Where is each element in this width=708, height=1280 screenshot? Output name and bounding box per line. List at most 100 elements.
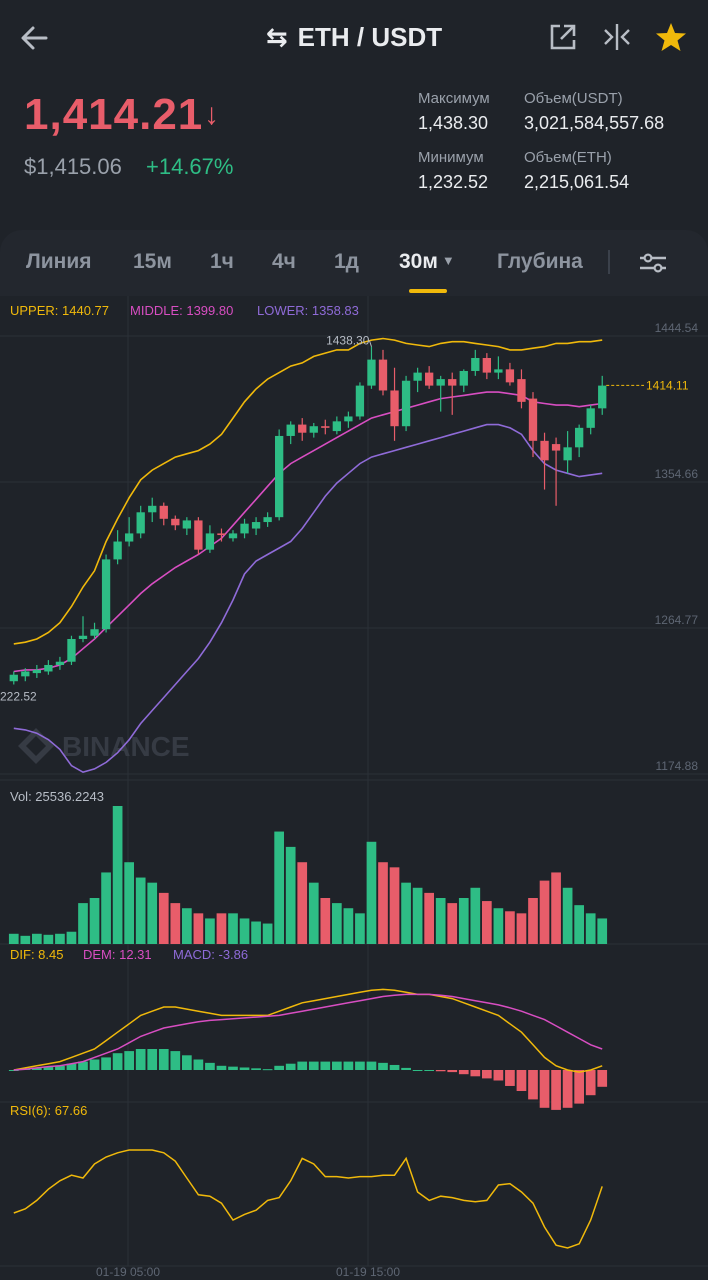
tab-1h[interactable]: 1ч: [210, 250, 234, 273]
volume-bar: [182, 908, 192, 944]
candle-down: [551, 444, 561, 451]
low-value: 1,232.52: [418, 172, 489, 192]
candle-up: [367, 359, 376, 386]
volume-bar: [262, 923, 273, 944]
macd-histogram-bar: [32, 1067, 42, 1070]
candle-up: [148, 505, 157, 513]
volume-bar: [435, 898, 446, 944]
price-markers: 1414.11 1438.30 222.52: [0, 334, 689, 704]
candle-down: [194, 520, 203, 550]
volume-bar: [516, 913, 527, 944]
candle-up: [67, 638, 76, 662]
volume-bar: [574, 905, 584, 944]
tab-30m-label: 30м: [399, 250, 438, 273]
volume-bar: [32, 933, 42, 944]
macd-histogram-bar: [274, 1065, 284, 1070]
rsi-label: RSI(6): 67.66: [10, 1103, 87, 1118]
boll-lower-line: [13, 423, 603, 774]
candle-up: [309, 426, 318, 433]
volume-bar: [55, 933, 65, 944]
volume-bar: [539, 880, 550, 944]
candle-up: [228, 533, 238, 539]
tab-line[interactable]: Линия: [26, 250, 92, 273]
volume-bar: [551, 872, 561, 944]
candle-up: [286, 424, 295, 436]
candle-down: [517, 379, 526, 402]
volume-bar: [320, 898, 331, 944]
boll-middle-line: [13, 391, 603, 673]
top-bar: ⇆ ETH / USDT: [0, 0, 708, 76]
volume-bar: [297, 862, 308, 944]
candlesticks: [9, 346, 607, 685]
macd-dem-label: DEM: 12.31: [83, 947, 152, 962]
macd-histogram-bar: [447, 1070, 458, 1073]
chart-background: [0, 296, 708, 1280]
price-axis-label: 1444.54: [655, 321, 699, 335]
macd-histogram-bar: [205, 1062, 215, 1070]
candle-up: [263, 517, 272, 523]
down-arrow-icon: ↓: [204, 98, 219, 131]
chart-settings-icon[interactable]: [636, 248, 670, 278]
candle-up: [563, 447, 572, 461]
candle-down: [505, 369, 515, 383]
macd-histogram-bar: [597, 1070, 608, 1087]
volume-bar: [147, 882, 158, 944]
macd-histogram-bar: [528, 1070, 538, 1100]
tab-4h[interactable]: 4ч: [272, 250, 296, 273]
macd-histogram-bar: [585, 1070, 596, 1096]
volume-bar: [482, 901, 492, 944]
star-icon[interactable]: [654, 20, 688, 54]
macd-value-label: MACD: -3.86: [173, 947, 248, 962]
macd-histogram-bar: [239, 1067, 250, 1070]
candle-down: [425, 372, 434, 386]
candle-down: [540, 440, 549, 461]
tab-depth[interactable]: Глубина: [497, 250, 583, 273]
volume-bar: [66, 931, 77, 944]
macd-histogram-bar: [355, 1061, 365, 1070]
volume-bar: [101, 872, 111, 944]
legend-lower: LOWER: 1358.83: [257, 303, 359, 318]
candle-up: [575, 427, 584, 448]
tab-30m[interactable]: 30м ▼: [399, 250, 455, 274]
price-axis-label: 1264.77: [655, 613, 699, 627]
low-marker-label: 222.52: [0, 689, 37, 703]
candle-up: [471, 357, 480, 371]
macd-histogram-bar: [78, 1061, 88, 1070]
compare-icon[interactable]: [600, 20, 634, 54]
macd-histogram-bar: [493, 1070, 504, 1081]
high-value: 1,438.30: [418, 113, 489, 133]
volume-usdt-label: Объем(USDT): [524, 90, 623, 107]
macd-histogram-bar: [112, 1053, 123, 1070]
macd-histogram-bar: [89, 1059, 100, 1070]
macd-histogram-bar: [320, 1061, 331, 1070]
volume-bar: [193, 913, 204, 944]
trading-pair-title[interactable]: ⇆ ETH / USDT: [0, 22, 708, 53]
candle-up: [586, 408, 595, 428]
volume-bar: [493, 908, 504, 944]
boll-legend: UPPER: 1440.77 MIDDLE: 1399.80 LOWER: 13…: [10, 303, 359, 318]
candle-down: [390, 390, 399, 427]
volume-bar: [251, 921, 261, 944]
top-icons: [546, 20, 688, 54]
macd-histogram-bar: [378, 1062, 388, 1070]
tab-15m[interactable]: 15м: [133, 250, 172, 273]
candle-up: [413, 372, 422, 381]
volume-bar: [274, 831, 284, 944]
volume-bar: [308, 882, 319, 944]
volume-bar: [401, 882, 411, 944]
macd-dif-label: DIF: 8.45: [10, 947, 63, 962]
macd-histogram-bar: [516, 1070, 527, 1091]
candle-up: [275, 435, 284, 518]
share-icon[interactable]: [546, 20, 580, 54]
kline-chart[interactable]: BINANCE 1444.54 1354.66 1264.77 1174.88 141…: [0, 296, 708, 1280]
tab-1d[interactable]: 1д: [334, 250, 360, 273]
price-axis: 1444.54 1354.66 1264.77 1174.88: [655, 321, 699, 773]
macd-histogram-bar: [193, 1059, 204, 1070]
candle-up: [32, 669, 41, 674]
candle-up: [101, 559, 111, 630]
back-arrow-icon[interactable]: [16, 20, 52, 56]
candle-down: [217, 533, 226, 536]
macd-histogram-bar: [551, 1070, 561, 1110]
macd-histogram-bar: [539, 1070, 550, 1108]
volume-bar: [378, 862, 388, 944]
